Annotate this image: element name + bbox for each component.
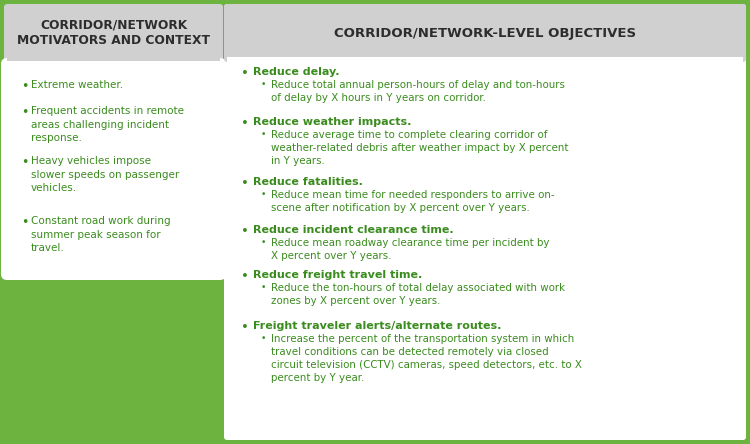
Text: •: • [21, 106, 28, 119]
Text: •: • [241, 67, 249, 80]
Text: •: • [261, 80, 266, 89]
Text: •: • [261, 130, 266, 139]
Text: •: • [21, 216, 28, 229]
Text: Reduce total annual person-hours of delay and ton-hours
of delay by X hours in Y: Reduce total annual person-hours of dela… [271, 80, 565, 103]
Text: •: • [261, 283, 266, 292]
Text: •: • [261, 238, 266, 247]
Text: Frequent accidents in remote
areas challenging incident
response.: Frequent accidents in remote areas chall… [31, 106, 184, 143]
Text: •: • [241, 177, 249, 190]
FancyBboxPatch shape [1, 58, 226, 280]
Text: Reduce mean time for needed responders to arrive on-
scene after notification by: Reduce mean time for needed responders t… [271, 190, 554, 213]
FancyBboxPatch shape [4, 4, 223, 62]
Text: Reduce incident clearance time.: Reduce incident clearance time. [253, 225, 454, 235]
Text: •: • [241, 270, 249, 283]
Text: Reduce mean roadway clearance time per incident by
X percent over Y years.: Reduce mean roadway clearance time per i… [271, 238, 550, 261]
Text: Reduce delay.: Reduce delay. [253, 67, 340, 77]
Text: CORRIDOR/NETWORK
MOTIVATORS AND CONTEXT: CORRIDOR/NETWORK MOTIVATORS AND CONTEXT [17, 19, 210, 47]
Text: •: • [241, 117, 249, 130]
Bar [227, 33, 743, 61]
Text: Freight traveler alerts/alternate routes.: Freight traveler alerts/alternate routes… [253, 321, 501, 331]
FancyBboxPatch shape [224, 4, 746, 440]
Text: Reduce the ton-hours of total delay associated with work
zones by X percent over: Reduce the ton-hours of total delay asso… [271, 283, 565, 306]
Text: •: • [261, 334, 266, 343]
Text: •: • [241, 321, 249, 334]
Text: •: • [21, 156, 28, 169]
Text: Increase the percent of the transportation system in which
travel conditions can: Increase the percent of the transportati… [271, 334, 582, 383]
Text: Constant road work during
summer peak season for
travel.: Constant road work during summer peak se… [31, 216, 170, 253]
Text: CORRIDOR/NETWORK-LEVEL OBJECTIVES: CORRIDOR/NETWORK-LEVEL OBJECTIVES [334, 27, 636, 40]
Bar [227, 57, 743, 63]
FancyBboxPatch shape [224, 4, 746, 62]
Bar [7, 33, 220, 61]
Text: Heavy vehicles impose
slower speeds on passenger
vehicles.: Heavy vehicles impose slower speeds on p… [31, 156, 179, 193]
Text: Reduce freight travel time.: Reduce freight travel time. [253, 270, 422, 280]
Text: •: • [261, 190, 266, 199]
Text: Reduce fatalities.: Reduce fatalities. [253, 177, 363, 187]
Text: •: • [21, 80, 28, 93]
Text: •: • [241, 225, 249, 238]
Text: Reduce average time to complete clearing corridor of
weather-related debris afte: Reduce average time to complete clearing… [271, 130, 568, 166]
Text: Extreme weather.: Extreme weather. [31, 80, 123, 90]
Text: Reduce weather impacts.: Reduce weather impacts. [253, 117, 411, 127]
